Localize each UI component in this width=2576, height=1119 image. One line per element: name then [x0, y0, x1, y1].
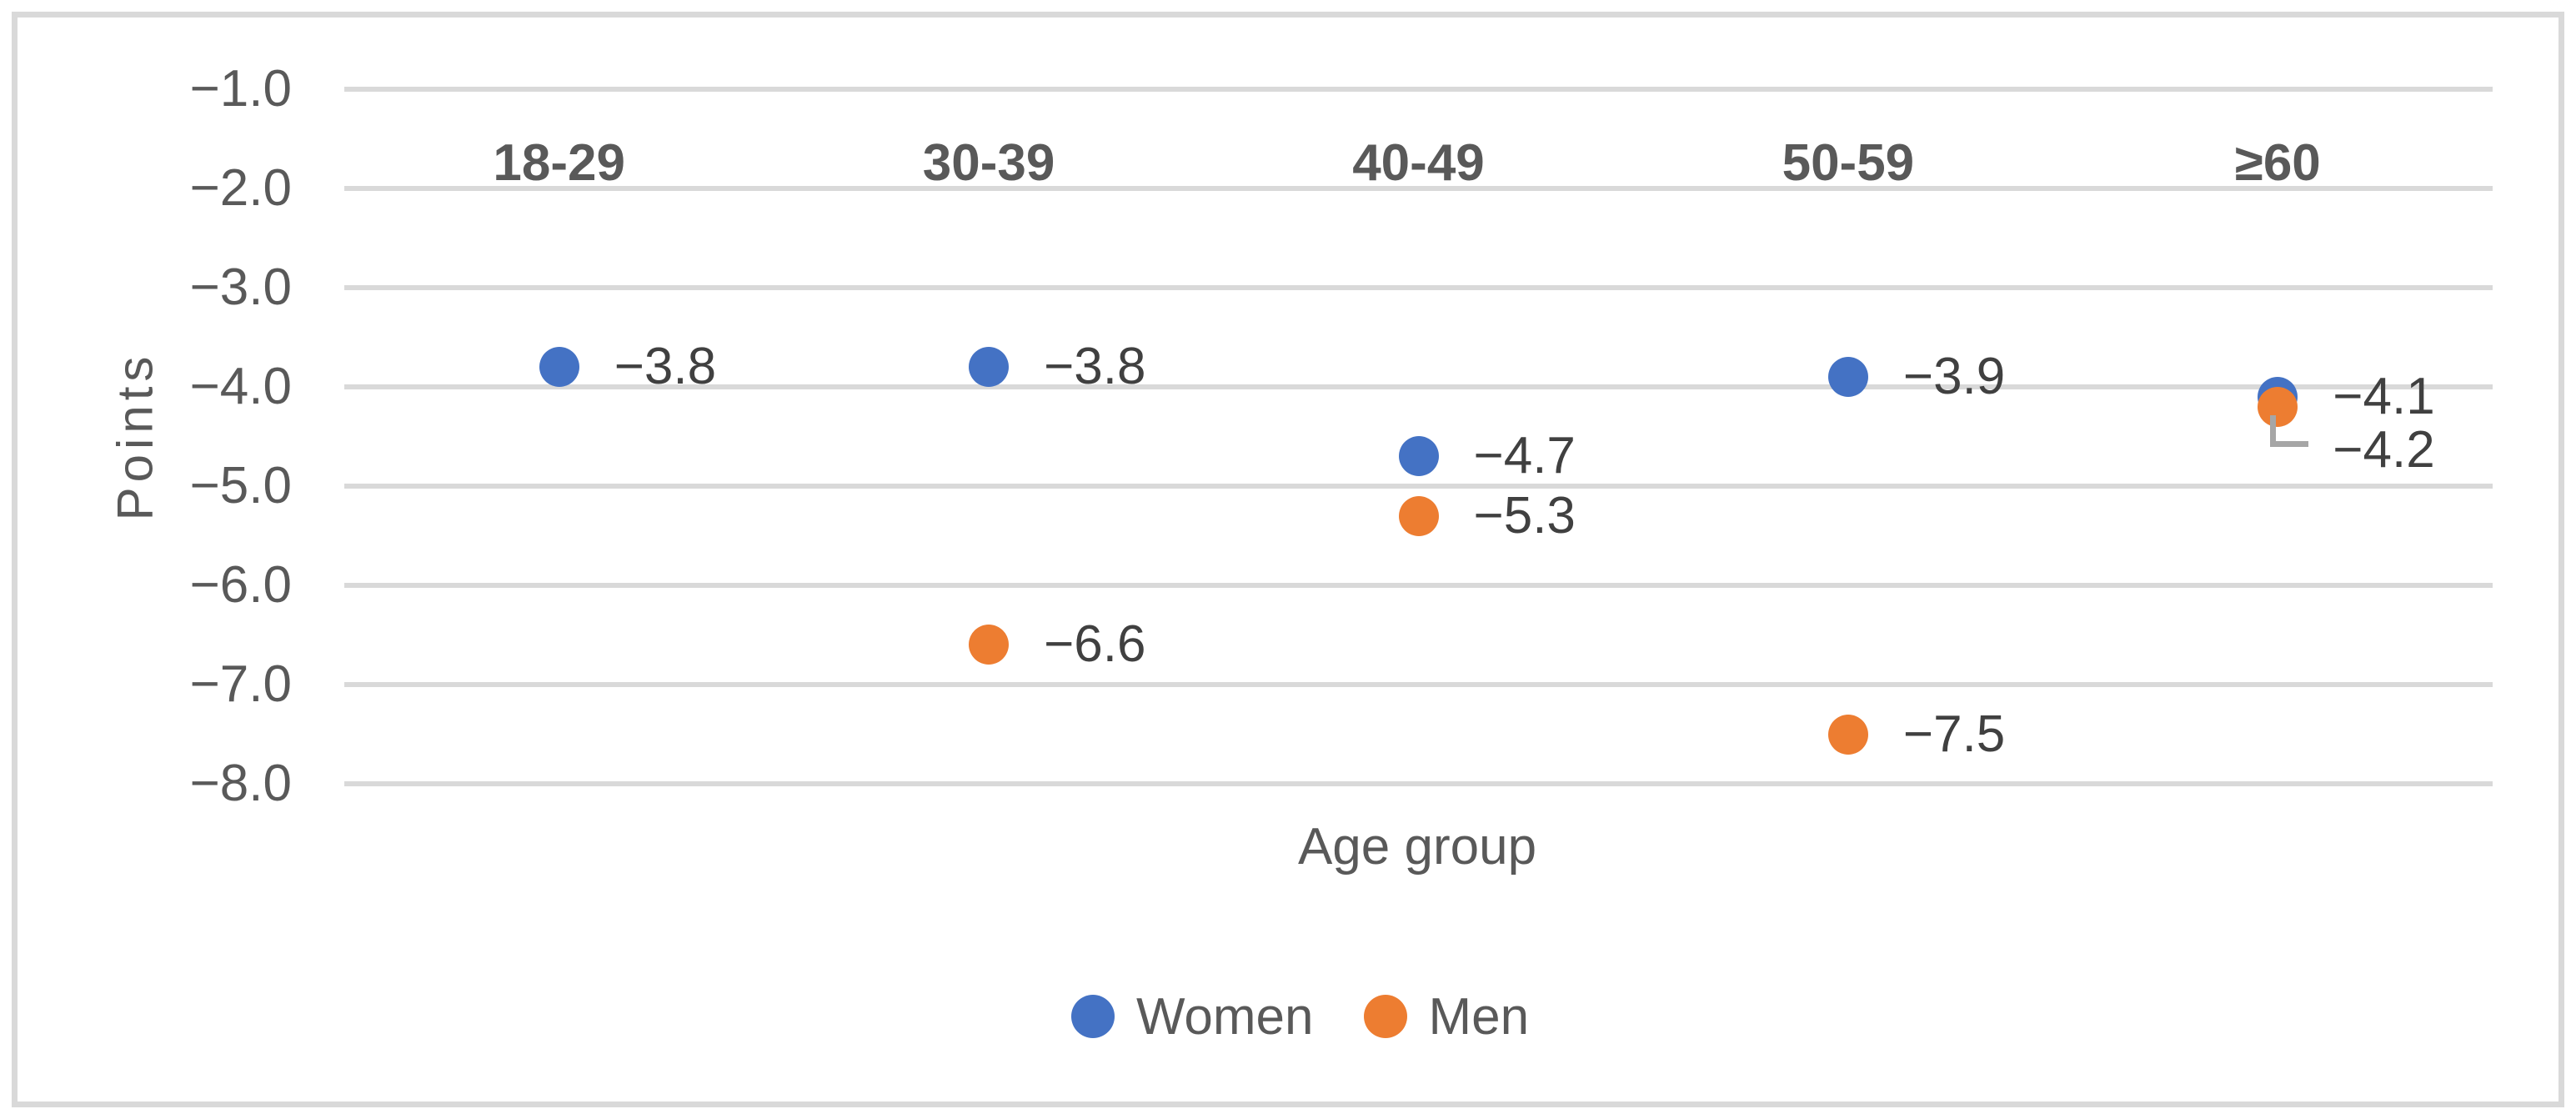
data-point-marker-men [969, 625, 1010, 665]
y-tick-label: −1.0 [189, 60, 292, 118]
grid-line [344, 186, 2493, 191]
data-point-label: −5.3 [1473, 486, 1576, 544]
grid-line [344, 781, 2493, 786]
data-point-marker-men [1398, 495, 1439, 536]
legend-label-men: Men [1428, 987, 1530, 1046]
category-label: 40-49 [1352, 134, 1485, 192]
data-point-label: −3.8 [614, 338, 717, 396]
data-point-label: −3.9 [1902, 348, 2006, 406]
data-point-marker-women [1827, 357, 1868, 398]
women-series-marker-icon [1071, 995, 1115, 1038]
y-tick-label: −7.0 [189, 655, 292, 713]
data-point-marker-men [2258, 386, 2298, 427]
legend-label-women: Women [1136, 987, 1314, 1046]
data-point-marker-women [1398, 436, 1439, 477]
leader-line [2270, 440, 2309, 447]
grid-line [344, 87, 2493, 92]
category-label: ≥60 [2234, 134, 2321, 192]
grid-line [344, 682, 2493, 687]
y-axis-title: Points [107, 351, 163, 521]
grid-line [344, 285, 2493, 290]
legend-item-women: Women [1071, 987, 1314, 1046]
leader-line [2270, 414, 2277, 447]
data-point-marker-women [969, 347, 1010, 388]
grid-line [344, 583, 2493, 588]
legend: Women Men [1071, 986, 1529, 1046]
y-tick-label: −5.0 [189, 457, 292, 514]
y-tick-label: −2.0 [189, 159, 292, 217]
data-point-marker-men [1827, 714, 1868, 755]
category-label: 18-29 [493, 134, 625, 192]
grid-line [344, 484, 2493, 489]
legend-item-men: Men [1363, 987, 1530, 1046]
data-point-label: −7.5 [1902, 705, 2006, 763]
data-point-label: −4.1 [2333, 367, 2435, 425]
y-tick-label: −8.0 [189, 755, 292, 812]
x-axis-title: Age group [1297, 818, 1537, 876]
data-point-label: −4.2 [2333, 420, 2435, 479]
category-label: 30-39 [922, 134, 1055, 192]
y-tick-label: −3.0 [189, 258, 292, 316]
men-series-marker-icon [1363, 995, 1407, 1038]
data-point-label: −6.6 [1044, 615, 1146, 674]
y-tick-label: −4.0 [189, 358, 292, 415]
data-point-label: −3.8 [1044, 338, 1146, 396]
category-label: 50-59 [1782, 134, 1915, 192]
data-point-marker-women [539, 347, 579, 388]
y-tick-label: −6.0 [189, 556, 292, 614]
grid-line [344, 384, 2493, 389]
data-point-label: −4.7 [1473, 427, 1576, 485]
chart-frame [12, 12, 2564, 1107]
